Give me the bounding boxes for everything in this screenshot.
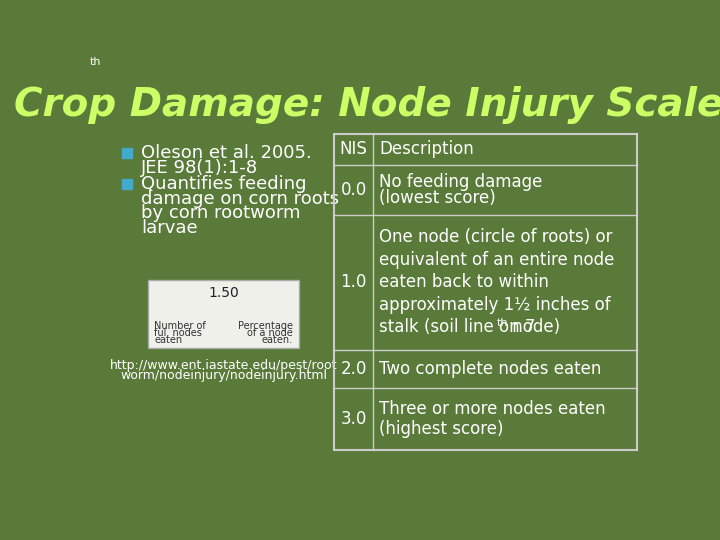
Text: by corn rootworm: by corn rootworm	[141, 205, 301, 222]
Text: worm/nodeinjury/nodeinjury.html: worm/nodeinjury/nodeinjury.html	[120, 369, 327, 382]
Text: 0.0: 0.0	[341, 181, 366, 199]
Text: Quantifies feeding: Quantifies feeding	[141, 175, 307, 193]
Text: 2.0: 2.0	[341, 360, 366, 378]
Text: http://www.ent.iastate.edu/pest/root: http://www.ent.iastate.edu/pest/root	[110, 359, 338, 372]
Text: Oleson et al. 2005.: Oleson et al. 2005.	[141, 144, 312, 163]
Text: ful. nodes: ful. nodes	[154, 328, 202, 338]
Text: (lowest score): (lowest score)	[379, 189, 496, 207]
Text: NIS: NIS	[340, 140, 367, 159]
Text: eaten back to within: eaten back to within	[379, 273, 549, 291]
Bar	[334, 134, 637, 450]
Text: Three or more nodes eaten: Three or more nodes eaten	[379, 400, 606, 418]
Text: Percentage: Percentage	[238, 321, 293, 331]
Text: No feeding damage: No feeding damage	[379, 173, 542, 191]
Text: damage on corn roots: damage on corn roots	[141, 190, 339, 208]
Text: Description: Description	[379, 140, 474, 159]
Bar	[148, 280, 300, 348]
Text: 1.50: 1.50	[208, 286, 239, 300]
Text: th: th	[90, 57, 102, 67]
Text: approximately 1½ inches of: approximately 1½ inches of	[379, 296, 611, 314]
Text: Two complete nodes eaten: Two complete nodes eaten	[379, 360, 601, 378]
Text: Crop Damage: Node Injury Scale: Crop Damage: Node Injury Scale	[14, 86, 720, 124]
Text: eaten.: eaten.	[262, 335, 293, 345]
Text: One node (circle of roots) or: One node (circle of roots) or	[379, 228, 613, 246]
Text: JEE 98(1):1-8: JEE 98(1):1-8	[141, 159, 258, 177]
Text: 3.0: 3.0	[341, 410, 366, 428]
Text: of a node: of a node	[247, 328, 293, 338]
Text: node): node)	[507, 318, 560, 336]
Text: 1.0: 1.0	[341, 273, 366, 291]
Text: (highest score): (highest score)	[379, 420, 503, 438]
Text: stalk (soil line on 7: stalk (soil line on 7	[379, 318, 536, 336]
Text: Number of: Number of	[154, 321, 206, 331]
Text: larvae: larvae	[141, 219, 198, 237]
Text: eaten: eaten	[154, 335, 182, 345]
Text: equivalent of an entire node: equivalent of an entire node	[379, 251, 614, 269]
Text: th: th	[496, 319, 508, 328]
